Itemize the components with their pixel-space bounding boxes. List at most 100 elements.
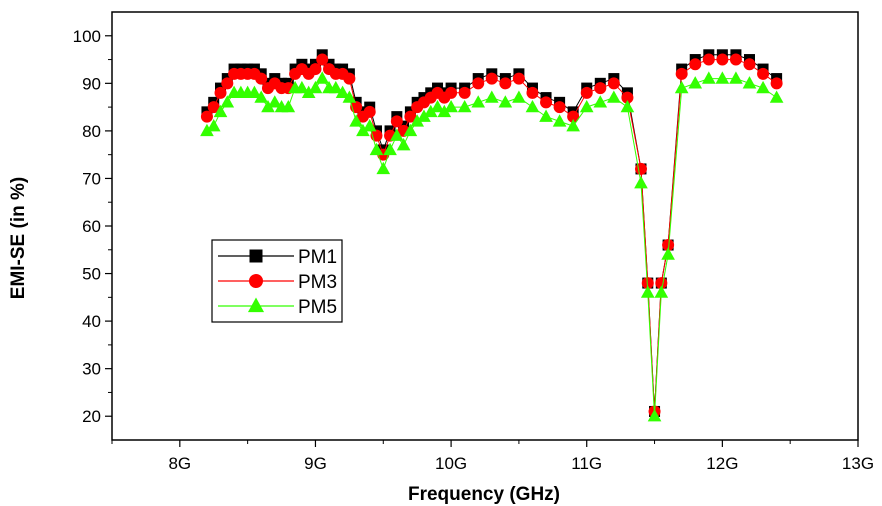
data-point-pm3 [472,77,485,90]
data-point-pm3 [207,101,220,114]
data-point-pm5 [423,104,438,118]
data-point-pm3 [221,77,234,90]
data-point-pm3 [655,277,668,290]
data-point-pm3 [716,53,729,66]
data-point-pm5 [579,99,594,113]
data-point-pm5 [484,90,499,103]
data-point-pm5 [756,80,770,94]
data-point-pm3 [553,101,566,114]
data-point-pm5 [356,123,370,137]
data-point-pm5 [552,114,567,127]
series-layer [200,49,784,422]
data-point-pm5 [688,76,703,89]
y-tick-label: 90 [82,74,101,93]
data-point-pm5 [539,109,553,122]
data-point-pm3 [390,115,403,128]
x-tick-label: 8G [168,454,191,473]
data-point-pm5 [261,99,275,113]
data-point-pm3 [702,53,715,66]
data-point-pm5 [247,85,262,99]
data-point-pm3 [445,86,458,99]
data-point-pm5 [654,285,669,298]
data-point-pm5 [295,80,309,94]
data-point-pm3 [770,77,783,90]
data-point-pm5 [369,142,384,156]
y-tick-label: 30 [82,360,101,379]
data-point-pm5 [444,99,458,113]
data-point-pm5 [417,109,431,122]
data-point-pm5 [661,247,675,260]
data-point-pm3 [526,86,539,99]
data-point-pm3 [255,72,268,85]
data-point-pm5 [620,99,635,113]
x-tick-label: 10G [435,454,467,473]
data-point-pm3 [675,67,688,80]
legend-label: PM1 [298,247,337,268]
y-axis-title: EMI-SE (in %) [8,177,29,299]
legend-item-pm5: PM5 [218,297,337,318]
data-point-pm3 [641,277,654,290]
data-point-pm3 [309,63,322,76]
data-point-pm5 [742,76,757,89]
data-point-pm5 [457,99,472,113]
data-point-pm5 [383,142,397,156]
x-axis-title: Frequency (GHz) [408,484,560,505]
data-point-pm5 [498,95,513,108]
y-tick-label: 40 [82,312,101,331]
legend-item-pm3: PM3 [218,272,337,293]
data-point-pm5 [349,114,363,127]
x-axis-ticks: 8G 9G 10G 11G 12G 13G [111,440,874,473]
data-point-pm3 [594,82,607,95]
data-point-pm5 [267,95,282,108]
data-point-pm3 [580,86,593,99]
data-point-pm5 [593,95,608,108]
data-point-pm3 [567,110,580,123]
data-point-pm3 [757,67,770,80]
data-point-pm5 [342,90,357,103]
data-point-pm3 [743,58,756,71]
data-point-pm3 [214,86,227,99]
data-point-pm5 [315,71,330,84]
data-point-pm5 [396,137,411,151]
data-point-pm5 [403,123,418,137]
legend-marker [249,274,263,288]
legend-item-pm1: PM1 [218,247,337,268]
legend-label: PM5 [298,297,337,318]
data-point-pm3 [499,77,512,90]
legend-label: PM3 [298,272,337,293]
data-point-pm5 [308,80,323,94]
data-point-pm5 [437,104,452,118]
data-point-pm3 [485,72,498,85]
y-tick-label: 50 [82,265,101,284]
data-point-pm5 [213,104,228,118]
data-point-pm5 [512,90,526,103]
data-point-pm5 [647,409,662,422]
y-tick-label: 80 [82,122,101,141]
data-point-pm3 [662,239,675,252]
data-point-pm3 [607,77,620,90]
data-point-pm5 [254,90,269,103]
data-point-pm5 [566,118,580,132]
y-tick-label: 70 [82,169,101,188]
legend: PM1 PM3 PM5 [211,239,343,323]
data-point-pm3 [689,58,702,71]
data-point-pm3 [200,110,213,123]
data-point-pm5 [471,95,486,108]
data-point-pm5 [200,123,214,137]
y-axis-ticks: 20 30 40 50 60 70 80 90 100 [73,27,112,426]
data-point-pm5 [410,114,425,127]
data-point-pm3 [458,86,471,99]
data-point-pm5 [301,85,316,99]
data-point-pm5 [430,99,445,113]
legend-marker [247,297,265,313]
x-tick-label: 11G [571,454,602,473]
data-point-pm3 [621,91,634,104]
data-point-pm5 [206,118,221,132]
data-point-pm3 [729,53,742,66]
data-point-pm5 [715,71,730,84]
data-point-pm5 [525,99,540,113]
data-point-pm3 [512,72,525,85]
x-tick-label: 13G [842,454,874,473]
data-point-pm3 [540,96,553,109]
